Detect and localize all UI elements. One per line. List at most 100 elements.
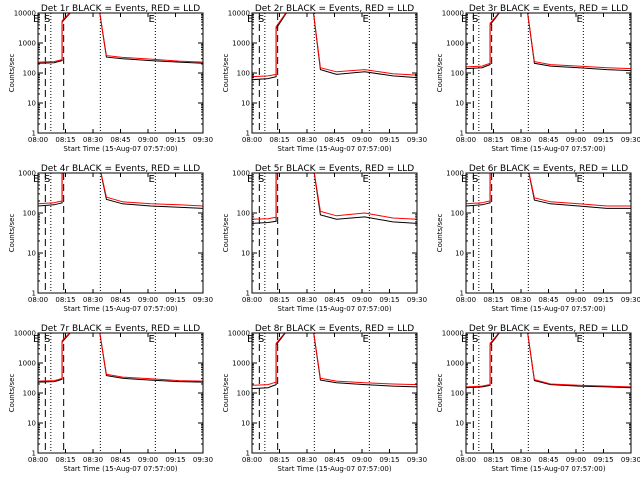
x-tick-label: 09:00 [566,136,586,144]
plot-area [466,173,631,293]
y-tick-label: 1000 [232,170,250,178]
y-tick-label: 10 [455,420,464,428]
x-tick-label: 08:15 [55,136,75,144]
x-tick-label: 08:45 [538,456,558,464]
x-tick-label: 08:00 [28,136,48,144]
x-axis-title: Start Time (15-Aug-07 07:57:00) [491,305,605,313]
x-axis-title: Start Time (15-Aug-07 07:57:00) [277,145,391,153]
x-tick-label: 09:30 [621,456,640,464]
y-tick-label: 1000 [446,360,464,368]
y-tick-label: 10 [455,100,464,108]
x-tick-label: 08:15 [269,456,289,464]
y-tick-label: 1 [246,130,250,138]
series-events-line [466,173,631,209]
panel-det-8: Det 8r BLACK = Events, RED = LLD 08:00 08:… [222,324,427,473]
x-tick-label: 08:15 [55,296,75,304]
x-tick-label: 08:00 [456,456,476,464]
x-tick-label: 08:15 [55,456,75,464]
series-lld-line [466,333,631,388]
event-marker: S [472,334,478,345]
x-tick-label: 08:00 [242,136,262,144]
panel-title: Det 2r BLACK = Events, RED = LLD [255,4,414,14]
x-tick-label: 08:00 [242,296,262,304]
y-tick-label: 10000 [14,10,36,18]
series-events-line [38,13,203,64]
y-tick-label: 100 [237,210,250,218]
x-axis-title: Start Time (15-Aug-07 07:57:00) [491,145,605,153]
x-tick-label: 09:30 [621,136,640,144]
event-marker: E [33,174,39,185]
x-tick-label: 09:30 [193,296,213,304]
plot-area [466,333,631,453]
panel-title: Det 6r BLACK = Events, RED = LLD [469,164,628,174]
event-marker: S [472,14,478,25]
panel-det-3: Det 3r BLACK = Events, RED = LLD 08:00 08:… [436,4,640,153]
y-tick-label: 10 [241,420,250,428]
panel-det-6: Det 6r BLACK = Events, RED = LLD 08:00 08:… [436,164,640,313]
x-tick-label: 09:00 [138,296,158,304]
y-tick-label: 10000 [442,330,464,338]
y-axis-title: Counts/sec [436,374,444,413]
x-tick-label: 08:15 [483,296,503,304]
event-marker: E [363,174,369,185]
x-tick-label: 08:30 [83,456,103,464]
x-tick-label: 08:15 [269,136,289,144]
event-marker: E [33,14,39,25]
y-tick-label: 1 [246,450,250,458]
y-tick-label: 1 [32,130,36,138]
y-tick-label: 1000 [232,360,250,368]
event-marker: E [247,174,253,185]
x-tick-label: 09:30 [407,456,427,464]
x-axis-title: Start Time (15-Aug-07 07:57:00) [63,465,177,473]
event-marker: E [461,334,467,345]
y-tick-label: 10000 [442,10,464,18]
x-tick-label: 09:15 [593,136,613,144]
y-tick-label: 100 [23,70,36,78]
panel-det-5: Det 5r BLACK = Events, RED = LLD 08:00 08:… [222,164,427,313]
series-events-line [466,13,631,72]
x-tick-label: 08:30 [511,296,531,304]
x-tick-label: 09:30 [407,296,427,304]
x-tick-label: 09:00 [352,136,372,144]
series-lld-line [466,173,631,207]
x-tick-label: 09:00 [566,456,586,464]
x-tick-label: 09:00 [352,456,372,464]
y-tick-label: 1000 [446,40,464,48]
x-tick-label: 09:00 [352,296,372,304]
y-tick-label: 1 [32,290,36,298]
y-tick-label: 10 [27,250,36,258]
x-axis-title: Start Time (15-Aug-07 07:57:00) [63,145,177,153]
series-lld-line [38,333,203,382]
y-tick-label: 100 [23,210,36,218]
panel-title: Det 7r BLACK = Events, RED = LLD [41,324,200,334]
y-tick-label: 10000 [14,330,36,338]
panel-title: Det 4r BLACK = Events, RED = LLD [41,164,200,174]
x-tick-label: 08:45 [110,136,130,144]
x-tick-label: 08:15 [269,296,289,304]
plot-area [38,173,203,293]
x-tick-label: 09:30 [621,296,640,304]
x-tick-label: 08:45 [538,296,558,304]
x-tick-label: 08:00 [456,136,476,144]
event-marker: E [577,174,583,185]
x-tick-label: 08:15 [483,456,503,464]
series-events-line [38,173,203,209]
x-axis-title: Start Time (15-Aug-07 07:57:00) [63,305,177,313]
panel-det-1: Det 1r BLACK = Events, RED = LLD 08:00 08:… [8,4,213,153]
plot-frame [37,172,204,294]
event-marker: E [363,334,369,345]
series-events-line [466,333,631,389]
y-tick-label: 1 [460,450,464,458]
x-tick-label: 09:00 [138,456,158,464]
event-marker: S [258,334,264,345]
y-axis-title: Counts/sec [222,54,230,93]
x-tick-label: 08:00 [242,456,262,464]
x-tick-label: 09:15 [165,456,185,464]
series-lld-line [252,173,417,220]
y-tick-label: 10 [241,250,250,258]
x-tick-label: 09:15 [379,296,399,304]
x-axis-title: Start Time (15-Aug-07 07:57:00) [491,465,605,473]
event-marker: E [363,14,369,25]
y-tick-label: 100 [451,70,464,78]
